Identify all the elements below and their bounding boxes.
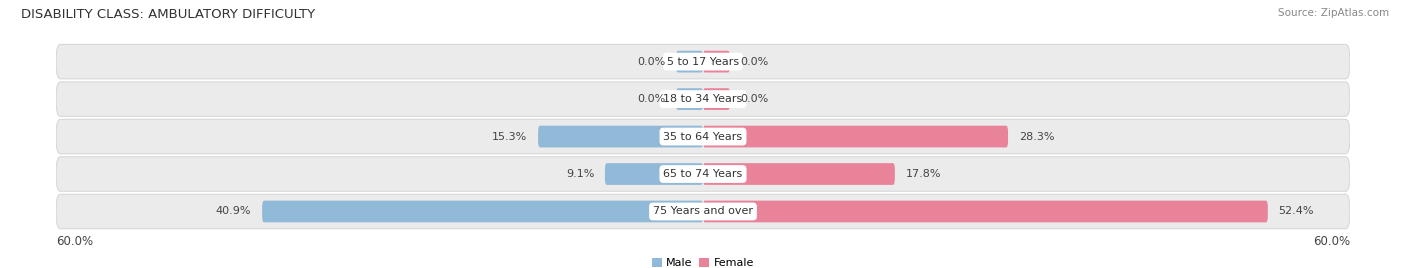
Legend: Male, Female: Male, Female — [647, 254, 759, 268]
Text: 75 Years and over: 75 Years and over — [652, 206, 754, 217]
Text: 0.0%: 0.0% — [741, 57, 769, 67]
Text: 9.1%: 9.1% — [565, 169, 595, 179]
FancyBboxPatch shape — [56, 119, 1350, 154]
FancyBboxPatch shape — [703, 88, 730, 110]
FancyBboxPatch shape — [56, 194, 1350, 229]
Text: 40.9%: 40.9% — [217, 206, 252, 217]
FancyBboxPatch shape — [538, 126, 703, 147]
Text: 0.0%: 0.0% — [637, 57, 665, 67]
FancyBboxPatch shape — [703, 163, 894, 185]
Text: 17.8%: 17.8% — [905, 169, 941, 179]
Text: Source: ZipAtlas.com: Source: ZipAtlas.com — [1278, 8, 1389, 18]
Text: DISABILITY CLASS: AMBULATORY DIFFICULTY: DISABILITY CLASS: AMBULATORY DIFFICULTY — [21, 8, 315, 21]
Text: 52.4%: 52.4% — [1278, 206, 1315, 217]
Text: 35 to 64 Years: 35 to 64 Years — [664, 132, 742, 142]
FancyBboxPatch shape — [676, 88, 703, 110]
Text: 0.0%: 0.0% — [637, 94, 665, 104]
Text: 18 to 34 Years: 18 to 34 Years — [664, 94, 742, 104]
FancyBboxPatch shape — [56, 157, 1350, 191]
Text: 60.0%: 60.0% — [1313, 235, 1350, 248]
Text: 15.3%: 15.3% — [492, 132, 527, 142]
Text: 5 to 17 Years: 5 to 17 Years — [666, 57, 740, 67]
Text: 28.3%: 28.3% — [1019, 132, 1054, 142]
FancyBboxPatch shape — [703, 126, 1008, 147]
FancyBboxPatch shape — [56, 82, 1350, 116]
FancyBboxPatch shape — [676, 51, 703, 72]
Text: 0.0%: 0.0% — [741, 94, 769, 104]
FancyBboxPatch shape — [605, 163, 703, 185]
FancyBboxPatch shape — [262, 201, 703, 222]
FancyBboxPatch shape — [56, 44, 1350, 79]
Text: 60.0%: 60.0% — [56, 235, 93, 248]
FancyBboxPatch shape — [703, 201, 1268, 222]
FancyBboxPatch shape — [703, 51, 730, 72]
Text: 65 to 74 Years: 65 to 74 Years — [664, 169, 742, 179]
